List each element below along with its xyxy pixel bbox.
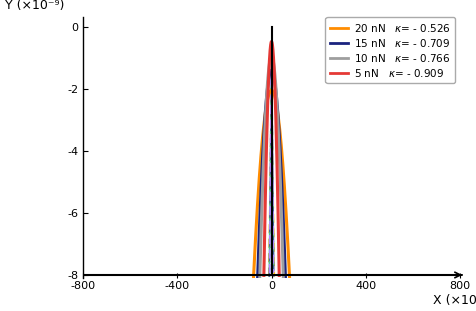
Y-axis label: Y (×10⁻⁹): Y (×10⁻⁹) [5,0,64,12]
X-axis label: X (×10⁻⁹): X (×10⁻⁹) [434,294,476,307]
Legend: 20 nN   $\kappa$= - 0.526, 15 nN   $\kappa$= - 0.709, 10 nN   $\kappa$= - 0.766,: 20 nN $\kappa$= - 0.526, 15 nN $\kappa$=… [326,17,455,83]
